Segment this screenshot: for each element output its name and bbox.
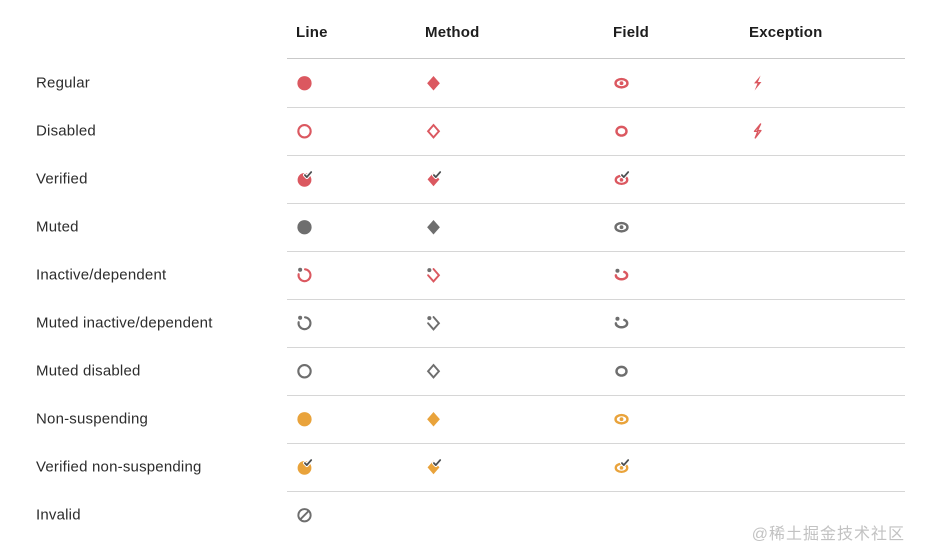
row-separator xyxy=(287,107,905,108)
line-breakpoint-icon xyxy=(296,507,313,524)
column-header-exception: Exception xyxy=(749,24,823,41)
exception-breakpoint-icon xyxy=(749,171,766,188)
row-separator xyxy=(287,155,905,156)
method-breakpoint-icon xyxy=(425,458,443,476)
method-breakpoint-icon xyxy=(425,315,442,332)
method-breakpoint-icon xyxy=(425,411,442,428)
table-row-inactive-dependent: Inactive/dependent xyxy=(0,251,925,299)
field-watchpoint-icon xyxy=(613,267,630,284)
watermark-text: @稀土掘金技术社区 xyxy=(751,526,905,543)
field-watchpoint-icon xyxy=(613,507,630,524)
method-breakpoint-icon xyxy=(425,507,442,524)
table-row-verified-non-suspending: Verified non-suspending xyxy=(0,443,925,491)
row-label: Non-suspending xyxy=(36,410,149,428)
column-header-field: Field xyxy=(613,24,650,41)
row-label: Disabled xyxy=(36,122,96,140)
line-breakpoint-icon xyxy=(296,123,313,140)
line-breakpoint-icon xyxy=(296,219,313,236)
header-separator xyxy=(287,58,905,59)
row-label: Muted inactive/dependent xyxy=(36,314,213,332)
row-separator xyxy=(287,395,905,396)
table-row-disabled: Disabled xyxy=(0,107,925,155)
field-watchpoint-icon xyxy=(613,315,630,332)
line-breakpoint-icon xyxy=(296,267,313,284)
method-breakpoint-icon xyxy=(425,75,442,92)
row-separator xyxy=(287,251,905,252)
exception-breakpoint-icon xyxy=(749,411,766,428)
exception-breakpoint-icon xyxy=(749,267,766,284)
row-label: Invalid xyxy=(36,506,81,524)
method-breakpoint-icon xyxy=(425,170,443,188)
row-label: Muted disabled xyxy=(36,362,141,380)
field-watchpoint-icon xyxy=(613,123,630,140)
field-watchpoint-icon xyxy=(613,75,630,92)
line-breakpoint-icon xyxy=(296,411,313,428)
row-label: Muted xyxy=(36,218,79,236)
line-breakpoint-icon xyxy=(296,170,314,188)
row-label: Inactive/dependent xyxy=(36,266,167,284)
row-separator xyxy=(287,203,905,204)
field-watchpoint-icon xyxy=(613,219,630,236)
exception-breakpoint-icon xyxy=(749,75,766,92)
exception-breakpoint-icon xyxy=(749,123,766,140)
line-breakpoint-icon xyxy=(296,75,313,92)
line-breakpoint-icon xyxy=(296,315,313,332)
line-breakpoint-icon xyxy=(296,363,313,380)
field-watchpoint-icon xyxy=(613,411,630,428)
row-separator xyxy=(287,491,905,492)
table-row-non-suspending: Non-suspending xyxy=(0,395,925,443)
column-header-method: Method xyxy=(425,24,480,41)
row-label: Regular xyxy=(36,74,90,92)
exception-breakpoint-icon xyxy=(749,315,766,332)
row-separator xyxy=(287,347,905,348)
table-row-verified: Verified xyxy=(0,155,925,203)
field-watchpoint-icon xyxy=(613,170,631,188)
method-breakpoint-icon xyxy=(425,267,442,284)
table-row-muted-disabled: Muted disabled xyxy=(0,347,925,395)
line-breakpoint-icon xyxy=(296,458,314,476)
table-row-invalid: Invalid xyxy=(0,491,925,539)
field-watchpoint-icon xyxy=(613,458,631,476)
row-separator xyxy=(287,443,905,444)
exception-breakpoint-icon xyxy=(749,459,766,476)
row-label: Verified xyxy=(36,170,88,188)
row-label: Verified non-suspending xyxy=(36,458,202,476)
table-row-regular: Regular xyxy=(0,59,925,107)
row-separator xyxy=(287,299,905,300)
exception-breakpoint-icon xyxy=(749,219,766,236)
exception-breakpoint-icon xyxy=(749,363,766,380)
field-watchpoint-icon xyxy=(613,363,630,380)
method-breakpoint-icon xyxy=(425,219,442,236)
method-breakpoint-icon xyxy=(425,363,442,380)
table-row-muted: Muted xyxy=(0,203,925,251)
table-row-muted-inactive-dependent: Muted inactive/dependent xyxy=(0,299,925,347)
method-breakpoint-icon xyxy=(425,123,442,140)
column-header-line: Line xyxy=(296,24,328,41)
